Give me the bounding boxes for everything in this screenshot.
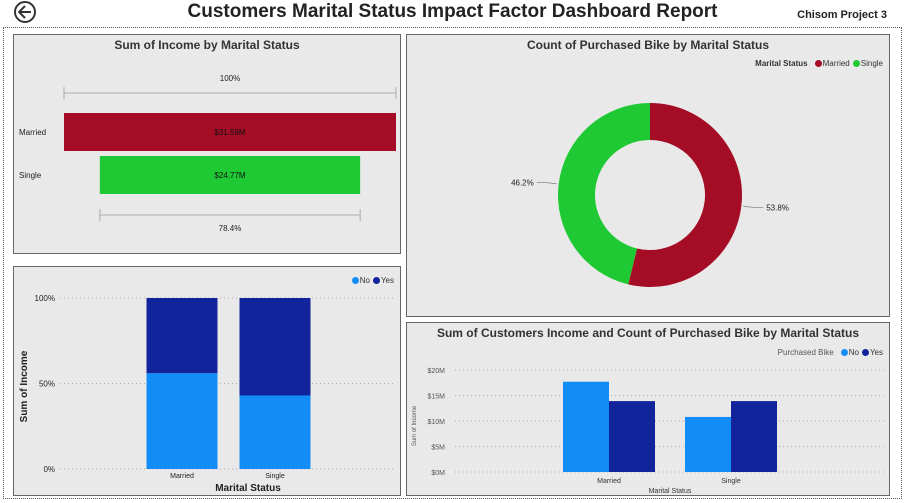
leader-line: [743, 205, 764, 209]
legend-marker-no: [840, 349, 848, 356]
category-label: Married: [19, 128, 46, 137]
report-title: Customers Marital Status Impact Factor D…: [187, 1, 718, 22]
purchased-bike-donut-chart: 53.8% 46.2%: [511, 103, 789, 287]
x-tick-label: Married: [597, 478, 621, 485]
income-stacked-chart: 0% 50% 100% Married Single Marital Status Sum …: [19, 294, 396, 494]
legend-marker-single: [852, 60, 860, 67]
data-label: $31.59M: [214, 128, 245, 137]
chart-title: Count of Purchased Bike by Marital Statu…: [526, 38, 770, 52]
data-label: 53.8%: [766, 204, 789, 213]
report-header: Customers Marital Status Impact Factor D…: [0, 0, 907, 27]
legend-marker-yes: [861, 349, 869, 356]
y-axis-title: Sum of Income: [412, 405, 418, 446]
funnel-bar-single: [99, 156, 361, 194]
donut-slice-married: [628, 103, 742, 287]
bar-married-no: [146, 373, 218, 469]
income-funnel-panel[interactable]: Sum of Income by Marital Status 100% $31.…: [13, 34, 401, 254]
legend-title: Purchased Bike: [777, 348, 834, 357]
y-tick-label: $10M: [427, 419, 445, 426]
chart-title: Sum of Customers Income and Count of Pur…: [436, 326, 860, 340]
y-axis-title: Sum of Income: [19, 350, 30, 422]
x-axis-title: Marital Status: [649, 488, 692, 495]
x-axis-title: Marital Status: [215, 483, 281, 494]
funnel-bar-married: [64, 113, 396, 151]
y-tick-label: $0M: [431, 470, 445, 477]
top-percent-label: 100%: [220, 74, 240, 83]
bottom-percent-label: 78.4%: [219, 224, 242, 233]
donut-slice-single: [558, 103, 650, 285]
y-tick-label: 0%: [43, 465, 55, 474]
report-canvas: [3, 27, 902, 499]
bar-single-yes: [239, 298, 311, 396]
data-label: $24.77M: [214, 171, 245, 180]
legend-item-single[interactable]: Single: [860, 59, 883, 68]
data-label: 46.2%: [511, 178, 534, 187]
category-label: Single: [19, 171, 42, 180]
chart-legend: No Yes: [349, 276, 394, 285]
income-funnel-chart: 100% $31.59M Married $24.77M Single 78.4%: [19, 74, 397, 233]
bar-single-yes: [731, 401, 777, 472]
legend-marker-married: [814, 60, 822, 67]
legend-item-no[interactable]: No: [848, 348, 859, 357]
legend-item-married[interactable]: Married: [822, 59, 850, 68]
income-clustered-chart: $0M $5M $10M $15M $20M Married Single Marital S…: [412, 368, 887, 495]
back-button[interactable]: [14, 1, 36, 23]
leader-line: [536, 181, 557, 185]
chart-legend: Purchased Bike No Yes: [778, 348, 883, 357]
y-tick-label: $15M: [427, 394, 445, 401]
bar-single-no: [685, 416, 731, 472]
purchased-bike-donut-panel[interactable]: Count of Purchased Bike by Marital Statu…: [406, 34, 890, 317]
legend-item-yes[interactable]: Yes: [869, 348, 883, 357]
bar-married-no: [563, 381, 609, 472]
legend-marker-yes: [372, 277, 380, 284]
legend-title: Marital Status: [755, 59, 808, 68]
x-tick-label: Married: [170, 473, 194, 480]
bar-married-yes: [609, 401, 655, 472]
project-label: Chisom Project 3: [797, 9, 887, 21]
y-tick-label: 50%: [39, 380, 55, 389]
y-tick-label: $5M: [431, 445, 445, 452]
y-tick-label: 100%: [35, 294, 55, 303]
bar-single-no: [239, 395, 311, 469]
x-tick-label: Single: [265, 473, 285, 480]
bar-married-yes: [146, 298, 218, 374]
y-tick-label: $20M: [427, 368, 445, 375]
chart-title: Sum of Income by Marital Status: [114, 38, 300, 52]
income-clustered-panel[interactable]: Sum of Customers Income and Count of Pur…: [406, 322, 890, 496]
income-stacked-panel[interactable]: No Yes 0% 50% 100% Married Single Marital Stat…: [13, 266, 401, 496]
legend-item-yes[interactable]: Yes: [380, 276, 394, 285]
x-tick-label: Single: [721, 478, 741, 485]
legend-item-no[interactable]: No: [359, 276, 370, 285]
chart-legend: Marital Status Married Single: [755, 59, 883, 68]
arrow-left-icon: [18, 5, 31, 19]
legend-marker-no: [351, 277, 359, 284]
